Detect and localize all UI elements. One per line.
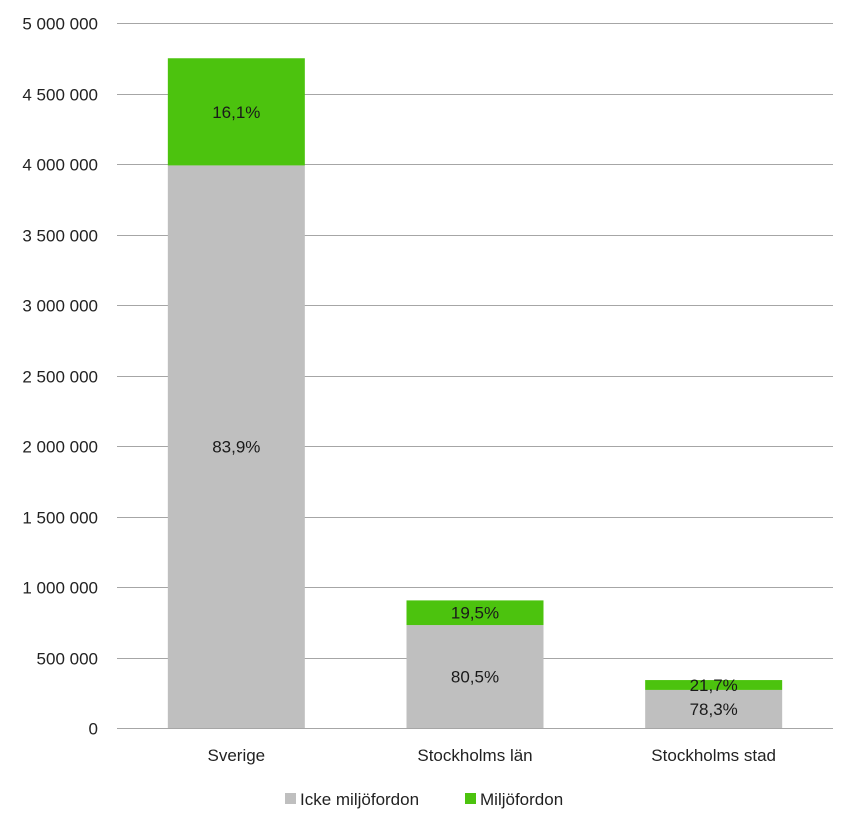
bar-segment-miljofordon [645, 680, 783, 690]
legend-swatch [285, 793, 296, 804]
legend: Icke miljöfordon Miljöfordon [285, 790, 563, 809]
y-tick-label: 4 500 000 [22, 86, 98, 105]
x-category-label: Sverige [208, 746, 266, 765]
data-label: 83,9% [212, 438, 260, 457]
bar-segment-miljofordon [167, 58, 305, 166]
data-label: 19,5% [451, 604, 499, 623]
y-tick-label: 3 500 000 [22, 227, 98, 246]
y-tick-label: 2 000 000 [22, 438, 98, 457]
x-axis-category-labels: Sverige Stockholms län Stockholms stad [208, 746, 777, 765]
bars [167, 58, 783, 728]
y-tick-label: 1 000 000 [22, 579, 98, 598]
data-label: 80,5% [451, 668, 499, 687]
data-label: 16,1% [212, 103, 260, 122]
legend-swatch [465, 793, 476, 804]
y-tick-label: 500 000 [37, 650, 98, 669]
bar-segment-icke-miljofordon [167, 165, 305, 728]
legend-label: Miljöfordon [480, 790, 563, 809]
bar-segment-icke-miljofordon [645, 689, 783, 728]
data-label: 21,7% [690, 676, 738, 695]
y-tick-label: 1 500 000 [22, 509, 98, 528]
bar-segment-icke-miljofordon [406, 625, 544, 728]
data-labels: 83,9% 16,1% 80,5% 19,5% 78,3% 21,7% [212, 103, 738, 719]
bar-segment-miljofordon [406, 600, 544, 626]
data-label: 78,3% [690, 700, 738, 719]
y-tick-label: 5 000 000 [22, 15, 98, 34]
y-axis-tick-labels: 0 500 000 1 000 000 1 500 000 2 000 000 2 500… [22, 15, 98, 739]
y-tick-label: 3 000 000 [22, 297, 98, 316]
legend-label: Icke miljöfordon [300, 790, 419, 809]
x-category-label: Stockholms län [417, 746, 532, 765]
y-tick-label: 0 [89, 720, 98, 739]
x-category-label: Stockholms stad [651, 746, 776, 765]
y-tick-label: 4 000 000 [22, 156, 98, 175]
y-tick-label: 2 500 000 [22, 368, 98, 387]
